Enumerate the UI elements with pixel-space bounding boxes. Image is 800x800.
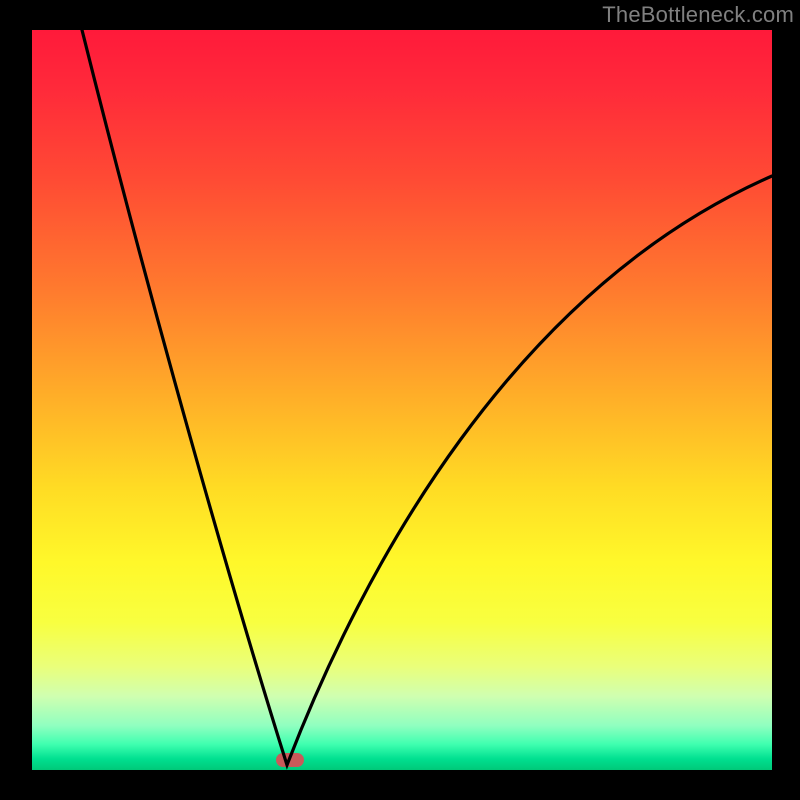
bottleneck-chart — [32, 30, 772, 770]
watermark-text: TheBottleneck.com — [602, 2, 794, 28]
gradient-background — [32, 30, 772, 770]
chart-container: TheBottleneck.com — [0, 0, 800, 800]
plot-area — [32, 30, 772, 770]
